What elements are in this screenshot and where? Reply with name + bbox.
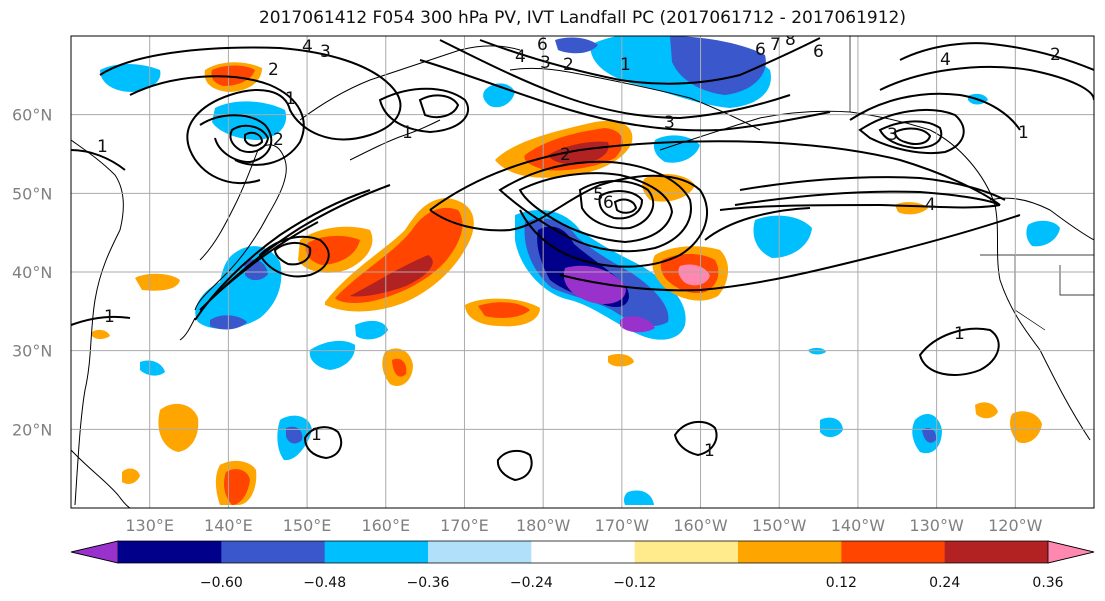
shade-blob-central-pacific-warm	[325, 198, 474, 312]
shade-blob-small-orange	[382, 298, 634, 386]
contour-label: 1	[620, 55, 631, 75]
map-plot-area: 4 3 2 1 6 4 3 2 1 6 7 8 6 4 2 1 1 2 5 6 …	[71, 30, 1094, 508]
longitude-label: 120°W	[988, 516, 1043, 535]
contour-label: 2	[273, 130, 284, 150]
contour-label: 2	[563, 55, 574, 75]
colorbar-segment	[221, 541, 326, 563]
colorbar-tick-label: 0.24	[929, 575, 960, 591]
contour-label: 6	[813, 42, 824, 62]
contour-label: 6	[537, 35, 548, 55]
longitude-label: 180°W	[516, 516, 571, 535]
latitude-label: 30°N	[12, 342, 52, 361]
contour-label: 4	[302, 37, 313, 57]
colorbar-segment	[634, 541, 739, 563]
contour-label: 4	[940, 50, 951, 70]
longitude-label: 130°W	[909, 516, 964, 535]
longitude-label: 160°E	[361, 516, 410, 535]
contour-label: 7	[770, 35, 781, 55]
colorbar-labels: −0.60−0.48−0.36−0.24−0.120.120.240.360.4…	[200, 575, 1064, 591]
plot-frame	[70, 35, 1095, 509]
contour-label: 3	[887, 125, 898, 145]
colorbar-segment	[324, 541, 429, 563]
longitude-label: 130°E	[125, 516, 174, 535]
contour-labels: 4 3 2 1 6 4 3 2 1 6 7 8 6 4 2 1 1 2 5 6 …	[97, 30, 1061, 461]
latitude-labels: 60°N 50°N 40°N 30°N 20°N	[12, 106, 52, 440]
pv-contours	[71, 37, 1094, 482]
latitude-label: 60°N	[12, 106, 52, 125]
latitude-label: 40°N	[12, 263, 52, 282]
colorbar-segment	[841, 541, 946, 563]
shade-blob-bering-warm	[495, 120, 695, 202]
shade-blob-subtropic-neg	[140, 93, 988, 505]
contour-label: 3	[540, 53, 551, 73]
colorbar-segment	[118, 541, 222, 563]
coastlines	[71, 36, 1094, 508]
contour-label: 1	[402, 123, 413, 143]
shaded-fields	[92, 36, 1060, 505]
colorbar-tick-label: −0.48	[303, 575, 346, 591]
colorbar-tick-label: 0.12	[826, 575, 857, 591]
contour-label: 3	[664, 113, 675, 133]
contour-label: 1	[104, 307, 115, 327]
contour-label: 1	[954, 324, 965, 344]
contour-label: 1	[97, 137, 108, 157]
longitude-label: 160°W	[673, 516, 728, 535]
colorbar-segment	[531, 541, 636, 563]
colorbar-segment	[428, 541, 532, 563]
contour-label: 4	[925, 195, 936, 215]
latitude-label: 50°N	[12, 184, 52, 203]
latitude-label: 20°N	[12, 420, 52, 439]
colorbar-tick-label: −0.12	[613, 575, 656, 591]
colorbar-extend-low	[70, 540, 119, 564]
map-title: 2017061412 F054 300 hPa PV, IVT Landfall…	[258, 8, 906, 28]
shade-blob-subtropic-pos	[92, 273, 1042, 505]
colorbar-outline	[70, 540, 1095, 564]
longitude-label: 170°W	[595, 516, 650, 535]
colorbar	[70, 540, 1095, 564]
contour-label: 1	[285, 89, 296, 109]
longitude-label: 170°E	[440, 516, 489, 535]
contour-label: 2	[1050, 45, 1061, 65]
longitude-label: 150°W	[752, 516, 807, 535]
longitude-label: 140°E	[204, 516, 253, 535]
colorbar-extend-high	[1047, 540, 1095, 564]
contour-label: 5	[593, 185, 604, 205]
contour-label: 4	[515, 47, 526, 67]
shade-blob-kamchatka	[100, 62, 287, 140]
colorbar-tick-label: −0.60	[200, 575, 243, 591]
contour-label: 6	[603, 193, 614, 213]
contour-label: 8	[785, 30, 796, 50]
longitude-label: 140°W	[831, 516, 886, 535]
contour-label: 6	[755, 40, 766, 60]
contour-label: 3	[320, 42, 331, 62]
contour-label: 2	[560, 145, 571, 165]
longitude-labels: 130°E 140°E 150°E 160°E 170°E 180°W 170°W 160°W…	[125, 516, 1042, 535]
colorbar-tick-label: −0.36	[407, 575, 450, 591]
colorbar-segment	[944, 541, 1049, 563]
contour-label: 1	[1018, 123, 1029, 143]
colorbar-tick-label: 0.36	[1032, 575, 1063, 591]
contour-label: 2	[268, 60, 279, 80]
colorbar-segment	[738, 541, 842, 563]
contour-label: 1	[704, 441, 715, 461]
contour-label: 1	[311, 425, 322, 445]
colorbar-tick-label: −0.24	[510, 575, 553, 591]
longitude-label: 150°E	[283, 516, 332, 535]
